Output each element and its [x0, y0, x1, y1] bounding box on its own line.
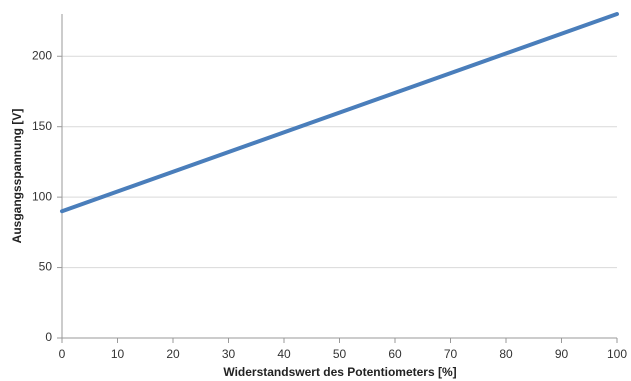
x-tick-label: 70 [444, 347, 458, 361]
x-tick-label: 90 [555, 347, 569, 361]
y-tick-label: 200 [32, 48, 52, 62]
y-tick-label: 0 [45, 330, 52, 344]
x-tick-label: 0 [59, 347, 66, 361]
x-tick-label: 80 [499, 347, 513, 361]
y-axis-title: Ausgangsspannung [V] [10, 109, 24, 244]
x-axis-title: Widerstandswert des Potentiometers [%] [223, 365, 456, 379]
y-tick-label: 50 [39, 260, 53, 274]
x-tick-label: 10 [111, 347, 125, 361]
x-tick-label: 30 [222, 347, 236, 361]
x-tick-label: 40 [277, 347, 291, 361]
y-tick-label: 100 [32, 189, 52, 203]
x-tick-label: 60 [388, 347, 402, 361]
x-tick-label: 50 [333, 347, 347, 361]
x-tick-label: 20 [166, 347, 180, 361]
x-tick-label: 100 [607, 347, 627, 361]
data-line [60, 12, 619, 214]
y-tick-label: 150 [32, 119, 52, 133]
